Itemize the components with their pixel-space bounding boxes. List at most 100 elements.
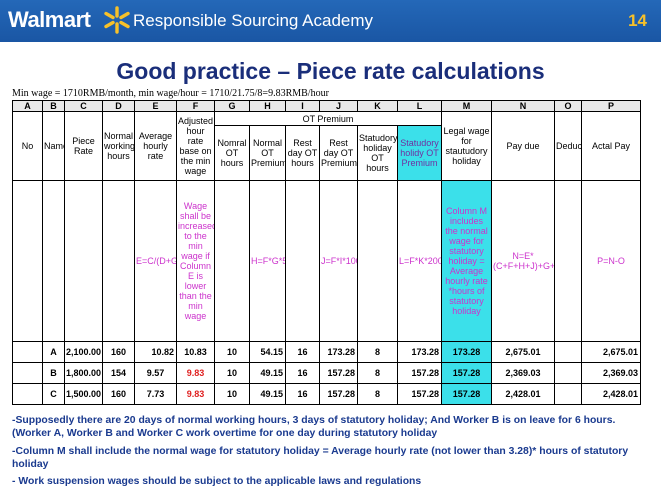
note-item: -Column M shall include the normal wage … [12, 445, 629, 470]
cell-rest-ot-premium: 157.28 [319, 362, 358, 385]
cell-stat-ot-premium: 157.28 [397, 362, 442, 385]
header-actual-pay: Actal Pay [581, 111, 641, 182]
cell-legal-wage: 157.28 [441, 362, 492, 385]
formula-e: E=C/(D+G+I+K) [134, 180, 177, 343]
cell-pay-due: 2,369.03 [491, 362, 555, 385]
table-row: B 1,800.00 154 9.57 9.83 10 49.15 16 157… [12, 362, 641, 385]
header-deductions: Deductions [554, 111, 582, 182]
academy-name: Responsible Sourcing Academy [133, 11, 374, 30]
col-letter: D [102, 99, 135, 113]
cell-actual-pay: 2,369.03 [581, 362, 641, 385]
table-row: C 1,500.00 160 7.73 9.83 10 49.15 16 157… [12, 383, 641, 406]
formula-l: L=F*K*200% [397, 180, 442, 343]
cell-rest-ot-hours: 16 [285, 383, 320, 406]
cell-adjusted-rate: 10.83 [176, 341, 215, 364]
header-stat-ot-premium: Statudory holidy OT Premium [397, 125, 442, 182]
col-letter: K [357, 99, 398, 113]
slide-title: Good practice – Piece rate calculations [116, 58, 545, 84]
col-letter: C [64, 99, 103, 113]
cell-normal-ot-hours: 10 [214, 362, 250, 385]
cell-stat-ot-hours: 8 [357, 341, 398, 364]
header-piece-rate: Piece Rate [64, 111, 103, 182]
cell-normal-ot-hours: 10 [214, 383, 250, 406]
notes-section: -Supposedly there are 20 days of normal … [12, 414, 652, 493]
col-letter: I [285, 99, 320, 113]
cell-piece-rate: 2,100.00 [64, 341, 103, 364]
note-item: - Work suspension wages should be subjec… [12, 476, 422, 488]
min-wage-note: Min wage = 1710RMB/month, min wage/hour … [12, 88, 329, 99]
page-number: 14 [628, 11, 647, 30]
col-letter: E [134, 99, 177, 113]
cell-adjusted-rate: 9.83 [176, 383, 215, 406]
table-row: A 2,100.00 160 10.82 10.83 10 54.15 16 1… [12, 341, 641, 364]
worker-name: C [42, 383, 65, 406]
col-letter: B [42, 99, 65, 113]
column-letter-row: A B C D E F G H I J K L M N O P [12, 99, 641, 113]
cell-normal-ot-hours: 10 [214, 341, 250, 364]
col-letter: H [249, 99, 286, 113]
formula-row: E=C/(D+G+I+K) Wage shall be increased to… [12, 180, 641, 343]
cell-pay-due: 2,675.01 [491, 341, 555, 364]
cell-pay-due: 2,428.01 [491, 383, 555, 406]
cell-average-rate: 7.73 [134, 383, 177, 406]
header-normal-ot-premium: Normal OT Premium [249, 125, 286, 182]
cell-stat-ot-premium: 173.28 [397, 341, 442, 364]
cell-stat-ot-premium: 157.28 [397, 383, 442, 406]
header-pay-due: Pay due [491, 111, 555, 182]
header-rest-ot-hours: Rest day OT hours [285, 125, 320, 182]
header-rest-ot-premium: Rest day OT Premium [319, 125, 358, 182]
worker-name: B [42, 362, 65, 385]
formula-n: N=E*(C+F+H+J)+G+I+K+L [491, 180, 555, 343]
formula-h: H=F*G*50% [249, 180, 286, 343]
cell-legal-wage: 157.28 [441, 383, 492, 406]
cell-normal-ot-premium: 49.15 [249, 383, 286, 406]
cell-stat-ot-hours: 8 [357, 383, 398, 406]
cell-piece-rate: 1,800.00 [64, 362, 103, 385]
header-normal-ot-hours: Nomral OT hours [214, 125, 250, 182]
cell-rest-ot-premium: 157.28 [319, 383, 358, 406]
header-name: Name [42, 111, 65, 182]
header-adjusted-rate: Adjusted hour rate base on the min wage [176, 111, 215, 182]
header-row: No Name Piece Rate Normal working hours … [12, 111, 641, 182]
cell-piece-rate: 1,500.00 [64, 383, 103, 406]
cell-normal-hours: 160 [102, 383, 135, 406]
ot-subheader-row: Nomral OT hours Normal OT Premium Rest d… [13, 125, 641, 182]
cell-rest-ot-hours: 16 [285, 362, 320, 385]
header-ot-premium: OT Premium [214, 111, 442, 127]
header-no: No [12, 111, 43, 182]
note-item: -Supposedly there are 20 days of normal … [12, 415, 616, 440]
formula-p: P=N-O [581, 180, 641, 343]
cell-deductions [554, 362, 582, 385]
cell-legal-wage: 173.28 [441, 341, 492, 364]
cell-actual-pay: 2,428.01 [581, 383, 641, 406]
col-letter: J [319, 99, 358, 113]
header-normal-hours: Normal working hours [102, 111, 135, 182]
col-letter: N [491, 99, 555, 113]
cell-deductions [554, 341, 582, 364]
cell-normal-ot-premium: 49.15 [249, 362, 286, 385]
col-letter: M [441, 99, 492, 113]
cell-actual-pay: 2,675.01 [581, 341, 641, 364]
piece-rate-table: A B C D E F G H I J K L M N O P No Name … [12, 99, 641, 406]
col-letter: P [581, 99, 641, 113]
walmart-logo: Walmart [8, 7, 91, 32]
cell-normal-hours: 160 [102, 341, 135, 364]
col-letter: G [214, 99, 250, 113]
cell-rest-ot-premium: 173.28 [319, 341, 358, 364]
cell-normal-ot-premium: 54.15 [249, 341, 286, 364]
col-letter: A [12, 99, 43, 113]
slide-header: Walmart Responsible Sourcing Academy 14 [0, 0, 661, 42]
header-legal-wage: Legal wage for stautudory holiday [441, 111, 492, 182]
cell-rest-ot-hours: 16 [285, 341, 320, 364]
col-letter: F [176, 99, 215, 113]
header-stat-ot-hours: Statudory holiday OT hours [357, 125, 398, 182]
col-letter: O [554, 99, 582, 113]
cell-average-rate: 10.82 [134, 341, 177, 364]
cell-adjusted-rate: 9.83 [176, 362, 215, 385]
worker-name: A [42, 341, 65, 364]
cell-average-rate: 9.57 [134, 362, 177, 385]
walmart-spark-icon [104, 6, 130, 34]
cell-normal-hours: 154 [102, 362, 135, 385]
formula-f: Wage shall be increased to the min wage … [176, 180, 215, 343]
header-average-hourly-rate: Average hourly rate [134, 111, 177, 182]
